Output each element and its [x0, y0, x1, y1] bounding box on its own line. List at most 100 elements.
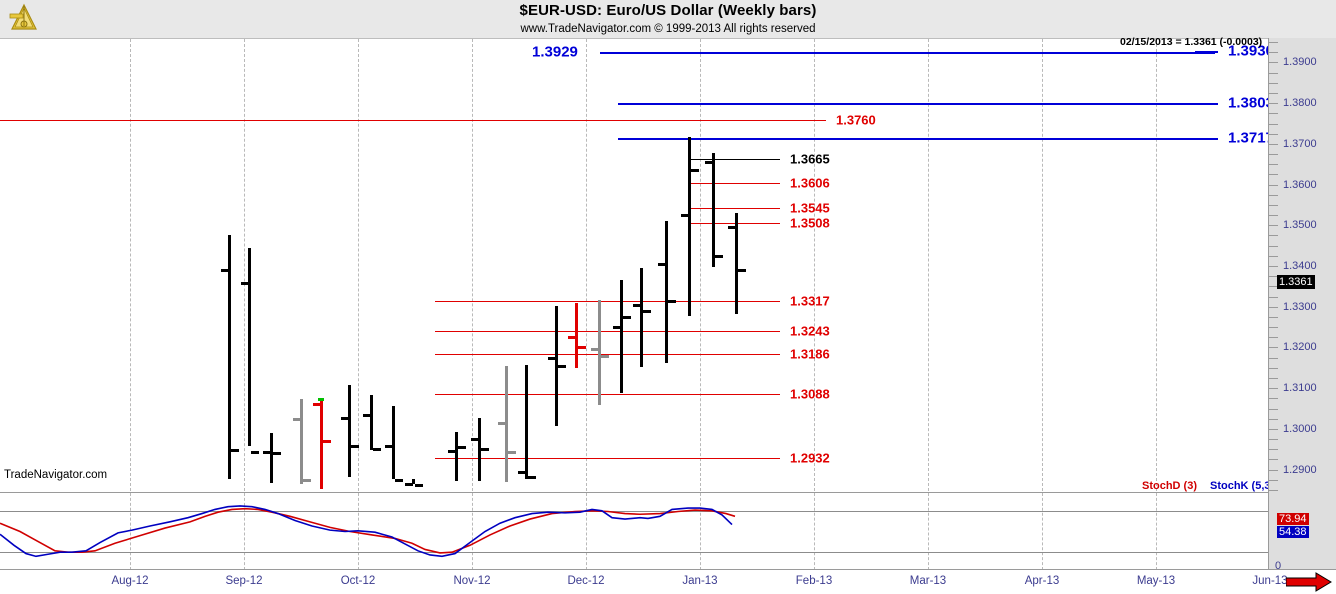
bar-open-tick [705, 161, 713, 165]
bar-close-tick [558, 364, 566, 368]
pivot-1-3665[interactable] [688, 159, 780, 161]
stoch-d-legend: StochD (3) [1142, 480, 1197, 492]
bar-close-tick [251, 451, 259, 455]
price-axis-label: 1.3700 [1283, 137, 1317, 150]
resistance-1-3803[interactable] [618, 102, 1218, 105]
grid-line-mar-13 [928, 39, 929, 491]
bar-open-tick [518, 470, 526, 474]
price-bar [228, 235, 231, 479]
price-axis-label: 1.3300 [1283, 300, 1317, 313]
bar-open-tick [498, 421, 506, 425]
bar-close-tick [273, 451, 281, 455]
stoch-level-20 [0, 552, 1268, 554]
bar-close-tick [373, 448, 381, 452]
axis-tick [1269, 215, 1278, 217]
stoch-k-value-badge: 54.38 [1277, 526, 1309, 538]
price-axis[interactable]: 1.3900 1.3800 1.3700 1.3600 1.3500 1.3400 1.33… [1268, 38, 1336, 572]
axis-tick [1269, 235, 1278, 237]
price-axis-label: 1.3000 [1283, 422, 1317, 435]
price-bar [248, 248, 251, 447]
pivot-1-3545[interactable] [688, 207, 780, 209]
axis-tick [1269, 306, 1278, 308]
price-bar [665, 221, 668, 363]
pivot-1-3186-label: 1.3186 [790, 346, 830, 362]
page-title: $EUR-USD: Euro/US Dollar (Weekly bars) [519, 2, 817, 19]
axis-tick [1269, 52, 1278, 54]
axis-tick [1269, 255, 1278, 257]
axis-tick [1269, 418, 1278, 420]
axis-tick [1269, 337, 1278, 339]
bar-high-marker [318, 398, 324, 402]
bar-close-tick [528, 476, 536, 480]
price-bar [370, 395, 373, 451]
price-bar [575, 302, 578, 368]
axis-tick [1269, 490, 1278, 491]
resistance-1-3717[interactable] [618, 137, 1218, 140]
axis-tick [1269, 62, 1278, 64]
bar-close-tick [231, 449, 239, 453]
stoch-k-line [0, 505, 733, 558]
resistance-1-3929[interactable] [600, 51, 1215, 54]
axis-tick [1269, 378, 1278, 380]
date-label-mar-13: Mar-13 [909, 575, 947, 587]
bar-close-tick [508, 451, 516, 455]
axis-tick [1269, 316, 1278, 318]
red-arrow-icon [1286, 572, 1332, 592]
pivot-1-3760[interactable] [0, 120, 826, 122]
bar-open-tick [341, 416, 349, 420]
grid-line-dec-12 [586, 493, 587, 570]
grid-line-nov-12 [472, 39, 473, 491]
price-bar [688, 136, 691, 316]
axis-tick [1269, 92, 1278, 94]
pivot-1-3317-label: 1.3317 [790, 293, 830, 309]
axis-tick [1269, 388, 1278, 390]
bar-close-tick [601, 354, 609, 358]
date-axis[interactable]: Aug-12 Sep-12 Oct-12 Nov-12 Dec-12 Jan-13 Feb-… [0, 569, 1336, 594]
axis-tick [1269, 184, 1278, 186]
price-bar [505, 366, 508, 483]
bar-close-tick [691, 169, 699, 173]
axis-tick [1269, 286, 1278, 288]
grid-line-sep-12 [244, 493, 245, 570]
grid-line-mar-13 [928, 493, 929, 570]
bar-close-tick [668, 299, 676, 303]
grid-line-oct-12 [358, 39, 359, 491]
axis-tick [1269, 164, 1278, 166]
pivot-1-3606[interactable] [688, 183, 780, 185]
resistance-1-3717-label: 1.3717 [1228, 129, 1274, 147]
axis-tick [1269, 103, 1278, 105]
pivot-1-3760-label: 1.3760 [836, 112, 876, 128]
date-label-may-13: May-13 [1136, 575, 1176, 587]
pivot-1-3545-label: 1.3545 [790, 200, 830, 216]
grid-line-may-13 [1156, 493, 1157, 570]
pivot-1-3243[interactable] [435, 330, 780, 332]
grid-line-feb-13 [814, 493, 815, 570]
price-axis-label: 1.2900 [1283, 463, 1317, 476]
header-band [0, 0, 1336, 38]
pivot-1-3508[interactable] [688, 223, 780, 225]
axis-tick [1269, 194, 1278, 196]
bar-close-tick [738, 269, 746, 273]
axis-tick [1269, 72, 1278, 74]
price-axis-label: 1.3900 [1283, 56, 1317, 69]
pivot-1-2932[interactable] [435, 457, 780, 459]
bar-open-tick [293, 417, 301, 421]
pivot-1-3088[interactable] [435, 394, 780, 396]
axis-tick [1269, 367, 1278, 369]
watermark: TradeNavigator.com [4, 468, 108, 481]
price-chart-pane[interactable]: 1.3929 1.3930 1.3803 1.3760 1.3717 1.3665 1.36… [0, 38, 1274, 491]
pivot-1-3317[interactable] [435, 300, 780, 302]
price-axis-label: 1.3500 [1283, 219, 1317, 232]
price-bar [300, 399, 303, 485]
bar-open-tick [448, 450, 456, 454]
grid-line-nov-12 [472, 493, 473, 570]
axis-tick [1269, 42, 1278, 44]
resistance-1-3930[interactable] [1195, 51, 1218, 54]
stochastic-pane[interactable]: StochD (3) StochK (5,3) [0, 480, 1274, 570]
price-bar [525, 364, 528, 479]
bar-open-tick [591, 348, 599, 352]
price-bar [478, 417, 481, 481]
resistance-1-3929-label: 1.3929 [532, 43, 578, 61]
price-bar [320, 398, 323, 489]
axis-tick [1269, 357, 1278, 359]
